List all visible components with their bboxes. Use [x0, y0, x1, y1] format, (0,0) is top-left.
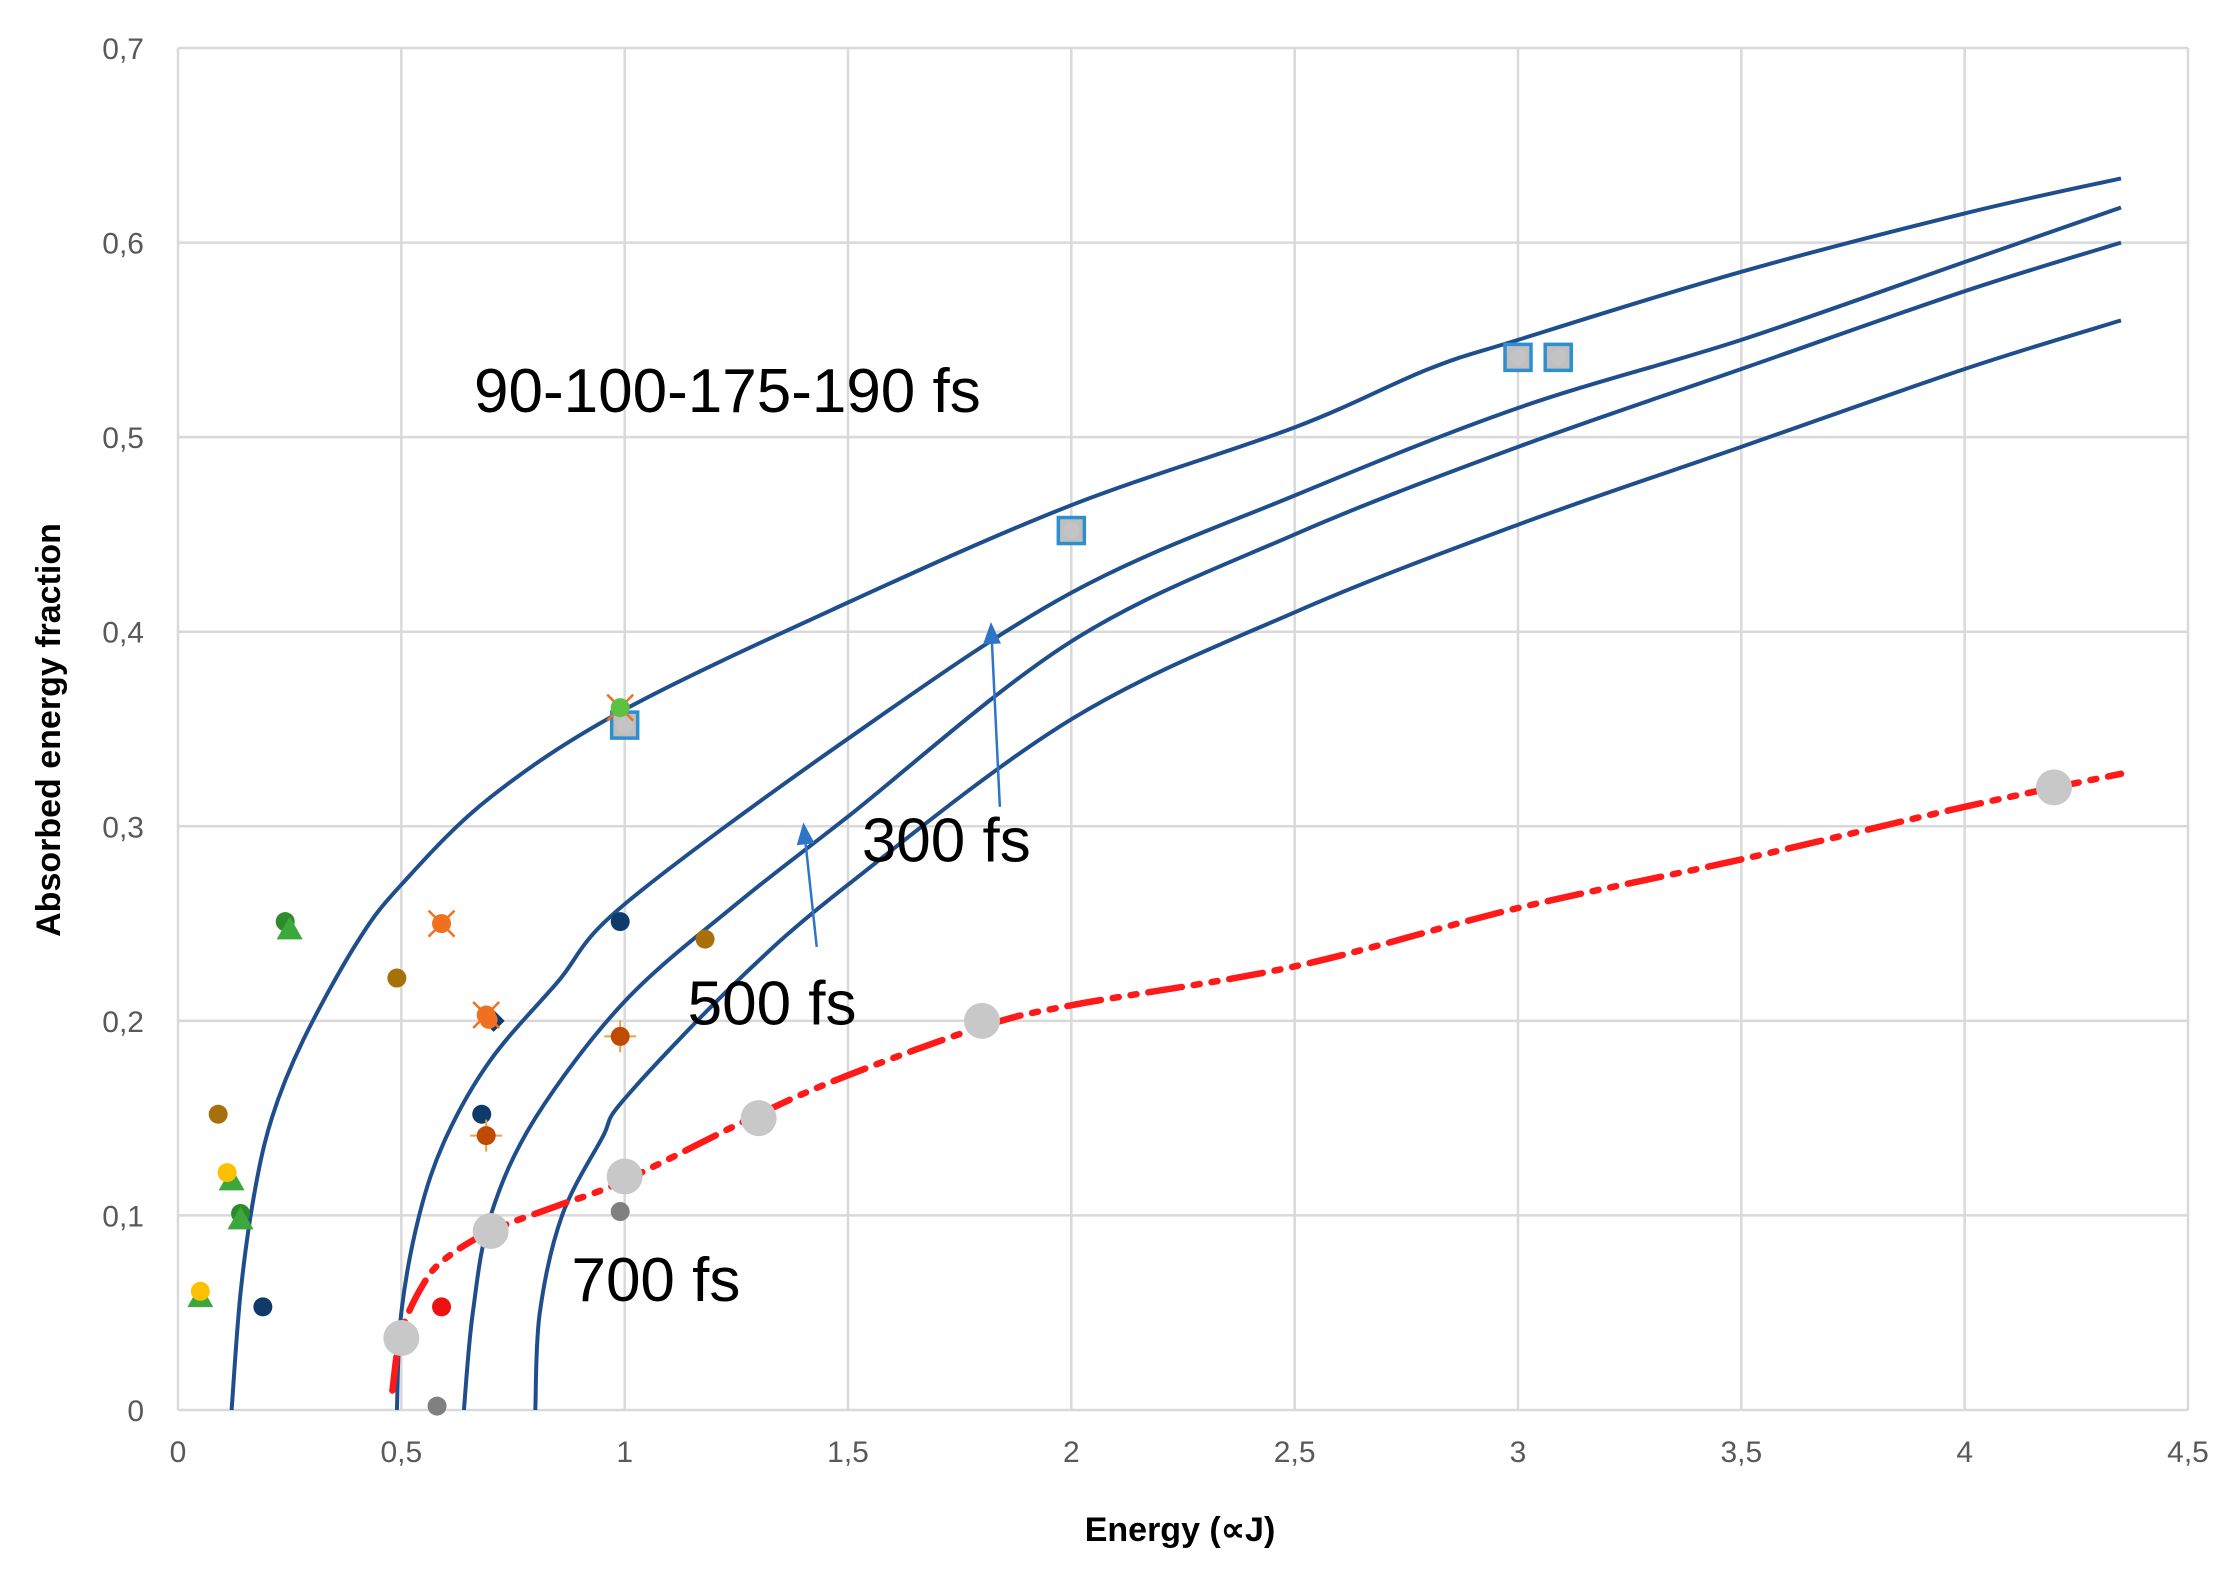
point-blue-square-inner — [1063, 522, 1080, 539]
annotation-label: 90-100-175-190 fs — [474, 357, 981, 426]
point-red — [432, 1297, 452, 1317]
x-tick-label: 3,5 — [1720, 1436, 1762, 1469]
point-gray-small — [427, 1396, 447, 1416]
grid — [176, 46, 2190, 1412]
x-tick-label: 2,5 — [1274, 1436, 1316, 1469]
y-tick-label: 0,4 — [102, 617, 144, 650]
arrow-500fs-shaft — [804, 844, 818, 948]
point-gray-large — [964, 1002, 1000, 1039]
point-rust — [476, 1126, 496, 1146]
point-olive-brown — [695, 929, 715, 949]
y-tick-label: 0 — [127, 1395, 144, 1428]
point-gray-large — [383, 1320, 420, 1357]
y-tick-label: 0,2 — [102, 1006, 144, 1039]
x-tick-label: 0,5 — [380, 1436, 422, 1469]
point-orange — [432, 914, 452, 934]
point-olive-brown — [208, 1104, 228, 1124]
y-tick-label: 0,3 — [102, 811, 144, 844]
x-axis-title: Energy (∝J) — [1085, 1511, 1276, 1549]
annotation-arrows — [796, 621, 1002, 948]
point-gray-large — [472, 1212, 509, 1249]
y-axis-title: Absorbed energy fraction — [30, 523, 68, 937]
point-gray-large — [606, 1158, 643, 1195]
point-navy — [610, 912, 630, 932]
x-tick-label: 4 — [1956, 1436, 1973, 1469]
x-tick-label: 0 — [170, 1436, 187, 1469]
point-orange — [476, 1005, 496, 1025]
y-tick-label: 0,7 — [102, 33, 144, 66]
x-tick-label: 4,5 — [2167, 1436, 2209, 1469]
point-navy — [253, 1297, 273, 1317]
point-yellow — [217, 1163, 237, 1183]
point-yellow — [190, 1281, 210, 1301]
point-blue-square-inner — [1550, 349, 1567, 366]
point-light-green — [610, 698, 630, 718]
point-green-triangle — [227, 1206, 254, 1230]
point-blue-square-inner — [1510, 349, 1526, 366]
y-tick-label: 0,6 — [102, 228, 144, 261]
model-curve-4 — [533, 318, 2122, 1411]
annotation-label: 700 fs — [571, 1246, 740, 1315]
point-green-triangle — [276, 916, 303, 940]
arrow-500fs-head — [796, 822, 815, 846]
data-points — [187, 342, 2072, 1416]
point-rust — [610, 1026, 630, 1046]
model-curve-2 — [394, 205, 2122, 1411]
x-tick-label: 3 — [1510, 1436, 1527, 1469]
point-gray-small — [610, 1202, 630, 1222]
x-tick-label: 2 — [1063, 1436, 1080, 1469]
y-tick-label: 0,5 — [102, 422, 144, 455]
point-navy — [472, 1104, 492, 1124]
tick-labels: 0 0,5 1 1,5 2 2,5 3 3,5 4 4,5 0 0,1 0,2 0,3 0,4 0,5 0,6 0… — [102, 33, 2209, 1469]
point-olive-brown — [387, 968, 407, 988]
point-blue-square-inner — [616, 717, 633, 734]
point-gray-large — [2036, 769, 2072, 806]
annotations: 90-100-175-190 fs 300 fs 500 fs 700 fs — [474, 357, 1031, 1315]
x-tick-label: 1 — [616, 1436, 633, 1469]
arrow-300fs-shaft — [990, 643, 1002, 807]
annotation-label: 500 fs — [688, 970, 857, 1039]
model-curve-1 — [229, 176, 2122, 1411]
annotation-label: 300 fs — [862, 806, 1031, 875]
y-tick-label: 0,1 — [102, 1200, 144, 1233]
point-gray-large — [740, 1100, 777, 1137]
x-tick-label: 1,5 — [827, 1436, 869, 1469]
arrow-300fs-head — [983, 621, 1001, 645]
